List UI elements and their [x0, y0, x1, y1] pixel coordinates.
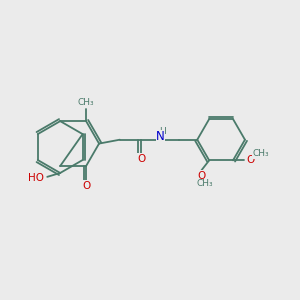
- Text: O: O: [246, 155, 254, 165]
- Text: O: O: [197, 171, 206, 181]
- Text: CH₃: CH₃: [196, 179, 213, 188]
- Text: O: O: [82, 181, 90, 190]
- Text: N: N: [156, 130, 165, 143]
- Text: HO: HO: [28, 173, 44, 183]
- Text: CH₃: CH₃: [253, 149, 269, 158]
- Text: O: O: [137, 154, 145, 164]
- Text: CH₃: CH₃: [78, 98, 94, 107]
- Text: H: H: [159, 127, 165, 136]
